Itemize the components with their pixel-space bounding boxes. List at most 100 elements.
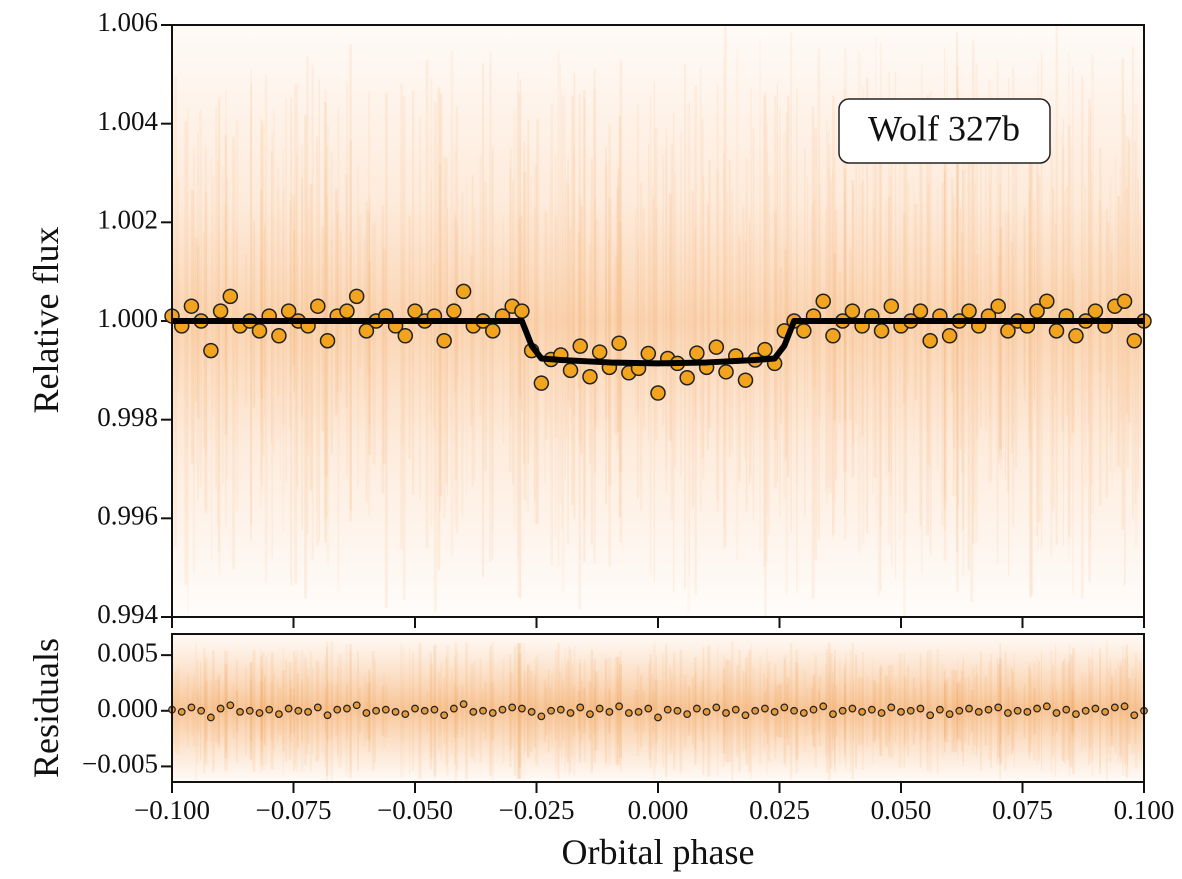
data-point xyxy=(790,706,798,715)
data-point xyxy=(391,707,400,716)
data-point xyxy=(430,705,439,714)
data-point xyxy=(1048,323,1065,339)
data-point xyxy=(203,342,219,359)
data-point xyxy=(1130,711,1139,720)
data-point xyxy=(582,368,598,385)
data-point xyxy=(339,303,355,319)
data-point xyxy=(712,703,721,712)
data-point xyxy=(922,332,938,349)
x-tick-label: −0.100 xyxy=(134,795,210,825)
data-point xyxy=(440,711,449,720)
data-point xyxy=(449,704,458,713)
data-point xyxy=(197,706,206,715)
y-tick-label: 1.002 xyxy=(97,205,158,235)
data-point xyxy=(352,701,361,710)
data-point xyxy=(1081,706,1090,715)
data-point xyxy=(761,704,769,713)
data-point xyxy=(906,706,915,715)
data-point xyxy=(222,288,239,305)
x-tick-label: 0.000 xyxy=(628,795,689,825)
data-point xyxy=(1068,328,1084,344)
data-point xyxy=(757,341,773,358)
residual-frame xyxy=(171,633,1145,783)
data-point xyxy=(815,293,831,310)
data-point xyxy=(304,707,312,716)
data-point xyxy=(265,705,274,714)
model-line xyxy=(172,318,1144,367)
data-point xyxy=(640,345,657,362)
data-point xyxy=(941,328,958,344)
data-point xyxy=(381,705,390,714)
data-point xyxy=(731,705,740,714)
data-point xyxy=(1004,709,1012,717)
data-point xyxy=(479,706,487,715)
data-point xyxy=(1126,332,1143,349)
data-point xyxy=(770,707,779,716)
data-point xyxy=(1101,707,1110,716)
x-tick-label: −0.025 xyxy=(499,795,575,825)
flux-panel: 0.994 0.996 0.998 1.000 1.002 1.004 1.006 xyxy=(97,7,1152,629)
data-point xyxy=(323,711,332,720)
data-point xyxy=(741,711,750,720)
data-point xyxy=(692,704,701,713)
data-point xyxy=(1013,706,1022,715)
data-point xyxy=(994,703,1003,712)
residual-y-axis-label: Residuals xyxy=(26,638,66,778)
data-point xyxy=(1110,703,1119,712)
data-point xyxy=(576,703,585,712)
x-tick-label: −0.075 xyxy=(256,795,332,825)
data-point xyxy=(780,703,789,712)
data-point xyxy=(537,712,546,721)
data-point xyxy=(527,707,536,716)
data-point xyxy=(718,364,734,380)
data-point xyxy=(624,709,633,717)
data-point xyxy=(514,303,530,319)
data-point xyxy=(319,332,336,349)
x-tick-label: 0.075 xyxy=(992,795,1053,825)
data-point xyxy=(650,385,666,401)
data-point xyxy=(533,375,550,391)
data-point xyxy=(990,298,1006,314)
data-point xyxy=(446,303,462,319)
flux-frame xyxy=(171,24,1145,618)
data-point xyxy=(799,709,808,717)
data-point xyxy=(644,704,653,713)
data-point xyxy=(916,704,925,713)
data-point xyxy=(459,700,468,709)
residual-panel: −0.005 0.000 0.005 −0.100 −0.075 −0.050 −0.025… xyxy=(82,637,1174,825)
data-point xyxy=(397,328,414,344)
data-point xyxy=(955,706,964,715)
y-axis-label: Relative flux xyxy=(26,227,66,414)
data-point xyxy=(825,328,841,344)
data-point xyxy=(333,705,342,714)
data-point xyxy=(722,709,730,717)
data-point xyxy=(796,323,812,339)
annotation: Wolf 327b xyxy=(868,108,1020,148)
data-point xyxy=(177,707,186,716)
x-tick-label: 0.050 xyxy=(871,795,932,825)
data-point xyxy=(216,704,225,713)
data-point xyxy=(411,704,419,713)
data-point xyxy=(965,704,973,713)
data-point xyxy=(372,706,381,715)
data-point xyxy=(498,705,507,714)
data-point xyxy=(809,705,818,714)
data-point xyxy=(984,705,993,714)
data-point xyxy=(926,711,935,720)
data-point xyxy=(873,323,890,339)
data-point xyxy=(883,298,900,314)
data-point xyxy=(1091,704,1100,713)
data-point xyxy=(187,703,196,712)
data-point xyxy=(935,705,944,714)
data-point xyxy=(556,705,565,714)
data-point xyxy=(455,283,472,300)
data-point xyxy=(663,705,672,714)
data-point xyxy=(1052,709,1061,717)
data-point xyxy=(488,709,497,717)
data-point xyxy=(183,298,200,314)
data-point xyxy=(310,298,326,314)
data-point xyxy=(702,707,711,716)
data-point xyxy=(586,710,594,719)
x-tick-label: 0.025 xyxy=(749,795,810,825)
data-point xyxy=(897,707,905,716)
